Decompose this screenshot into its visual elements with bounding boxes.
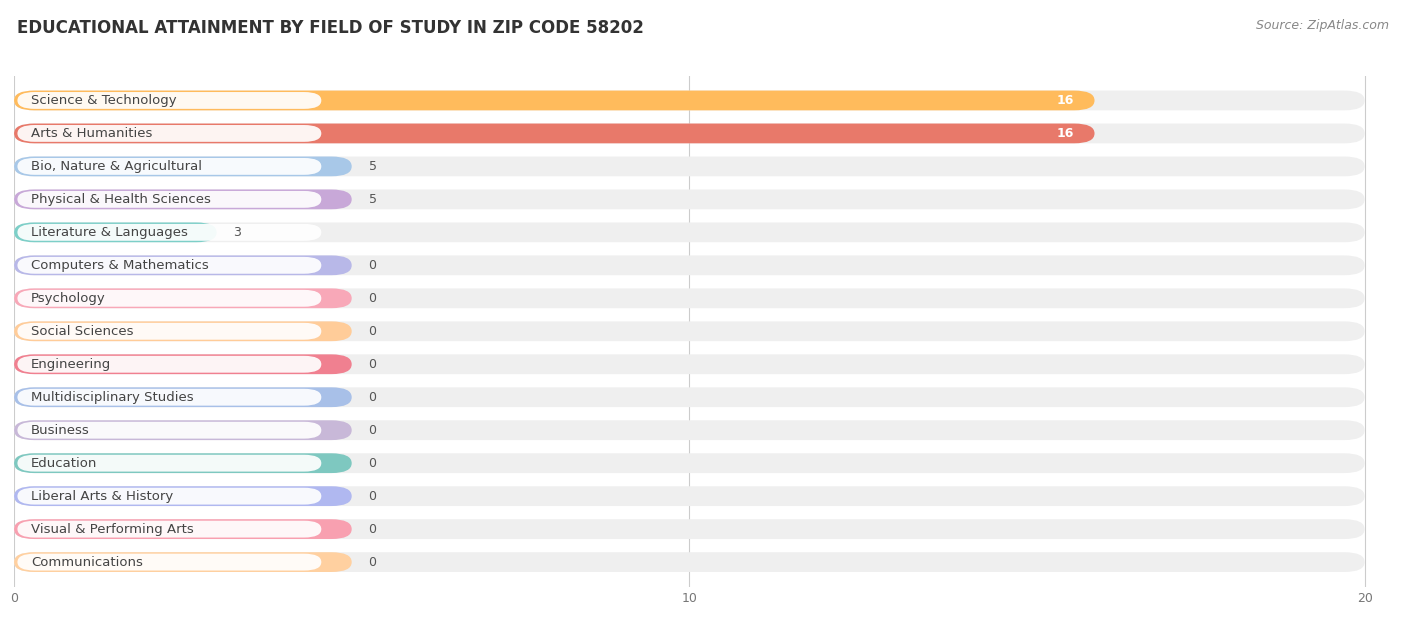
FancyBboxPatch shape: [14, 223, 217, 242]
Text: 0: 0: [368, 325, 377, 338]
FancyBboxPatch shape: [17, 521, 322, 538]
Text: 0: 0: [368, 490, 377, 503]
FancyBboxPatch shape: [14, 321, 352, 341]
FancyBboxPatch shape: [14, 420, 352, 440]
FancyBboxPatch shape: [14, 91, 1365, 110]
FancyBboxPatch shape: [14, 91, 1094, 110]
FancyBboxPatch shape: [14, 189, 1365, 209]
FancyBboxPatch shape: [14, 124, 1094, 143]
FancyBboxPatch shape: [14, 420, 1365, 440]
FancyBboxPatch shape: [14, 223, 1365, 242]
FancyBboxPatch shape: [17, 224, 322, 241]
Text: 5: 5: [368, 193, 377, 206]
FancyBboxPatch shape: [17, 191, 322, 208]
FancyBboxPatch shape: [14, 453, 1365, 473]
Text: 16: 16: [1057, 94, 1074, 107]
FancyBboxPatch shape: [14, 519, 352, 539]
FancyBboxPatch shape: [14, 288, 1365, 308]
FancyBboxPatch shape: [14, 552, 352, 572]
Text: 0: 0: [368, 556, 377, 569]
FancyBboxPatch shape: [17, 553, 322, 570]
FancyBboxPatch shape: [14, 487, 352, 506]
FancyBboxPatch shape: [14, 519, 1365, 539]
Text: 0: 0: [368, 259, 377, 272]
Text: 0: 0: [368, 358, 377, 371]
FancyBboxPatch shape: [14, 156, 352, 176]
Text: 0: 0: [368, 292, 377, 305]
FancyBboxPatch shape: [14, 487, 1365, 506]
Text: Multidisciplinary Studies: Multidisciplinary Studies: [31, 391, 194, 404]
Text: Literature & Languages: Literature & Languages: [31, 226, 188, 239]
Text: Physical & Health Sciences: Physical & Health Sciences: [31, 193, 211, 206]
Text: Source: ZipAtlas.com: Source: ZipAtlas.com: [1256, 19, 1389, 32]
Text: 16: 16: [1057, 127, 1074, 140]
FancyBboxPatch shape: [17, 356, 322, 373]
FancyBboxPatch shape: [14, 256, 352, 275]
FancyBboxPatch shape: [17, 422, 322, 439]
FancyBboxPatch shape: [14, 552, 1365, 572]
Text: Liberal Arts & History: Liberal Arts & History: [31, 490, 173, 503]
FancyBboxPatch shape: [17, 257, 322, 274]
Text: Communications: Communications: [31, 556, 143, 569]
Text: Engineering: Engineering: [31, 358, 111, 371]
FancyBboxPatch shape: [17, 389, 322, 406]
FancyBboxPatch shape: [17, 158, 322, 175]
Text: Computers & Mathematics: Computers & Mathematics: [31, 259, 208, 272]
Text: 0: 0: [368, 522, 377, 536]
Text: 5: 5: [368, 160, 377, 173]
FancyBboxPatch shape: [14, 355, 1365, 374]
Text: Arts & Humanities: Arts & Humanities: [31, 127, 152, 140]
Text: 0: 0: [368, 391, 377, 404]
Text: 0: 0: [368, 423, 377, 437]
FancyBboxPatch shape: [14, 288, 352, 308]
Text: Visual & Performing Arts: Visual & Performing Arts: [31, 522, 194, 536]
FancyBboxPatch shape: [17, 125, 322, 142]
FancyBboxPatch shape: [17, 455, 322, 471]
FancyBboxPatch shape: [14, 321, 1365, 341]
FancyBboxPatch shape: [14, 387, 1365, 407]
FancyBboxPatch shape: [14, 189, 352, 209]
FancyBboxPatch shape: [17, 323, 322, 339]
Text: Business: Business: [31, 423, 90, 437]
Text: 0: 0: [368, 457, 377, 469]
FancyBboxPatch shape: [17, 290, 322, 307]
FancyBboxPatch shape: [17, 92, 322, 109]
Text: Social Sciences: Social Sciences: [31, 325, 134, 338]
FancyBboxPatch shape: [14, 256, 1365, 275]
Text: EDUCATIONAL ATTAINMENT BY FIELD OF STUDY IN ZIP CODE 58202: EDUCATIONAL ATTAINMENT BY FIELD OF STUDY…: [17, 19, 644, 37]
FancyBboxPatch shape: [14, 156, 1365, 176]
FancyBboxPatch shape: [14, 387, 352, 407]
Text: Psychology: Psychology: [31, 292, 105, 305]
Text: Education: Education: [31, 457, 97, 469]
Text: Bio, Nature & Agricultural: Bio, Nature & Agricultural: [31, 160, 202, 173]
Text: Science & Technology: Science & Technology: [31, 94, 177, 107]
FancyBboxPatch shape: [14, 124, 1365, 143]
FancyBboxPatch shape: [14, 453, 352, 473]
FancyBboxPatch shape: [17, 488, 322, 505]
FancyBboxPatch shape: [14, 355, 352, 374]
Text: 3: 3: [233, 226, 242, 239]
